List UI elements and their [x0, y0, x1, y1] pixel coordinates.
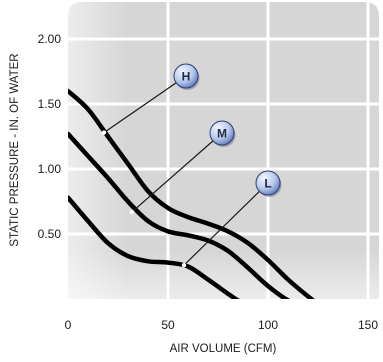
callout-badge-h	[173, 63, 199, 89]
y-tick-label: 0.50	[38, 227, 62, 241]
x-tick-label: 150	[358, 318, 378, 332]
x-axis-title: AIR VOLUME (CFM)	[170, 343, 277, 355]
callout-leader-h	[103, 75, 187, 134]
curve-l	[68, 195, 240, 299]
callout-badge-l	[255, 170, 281, 196]
plot-area	[68, 2, 379, 299]
callout-leader-m	[131, 132, 223, 213]
y-tick-label: 1.50	[38, 97, 62, 111]
callout-leader-l	[183, 182, 269, 266]
callout-badges: H M L	[173, 63, 282, 197]
x-axis-ticks: 0 50 100 150	[65, 318, 379, 332]
x-tick-label: 100	[258, 318, 278, 332]
callout-point-m	[129, 209, 135, 215]
curve-h	[68, 88, 315, 299]
callout-leaders	[101, 75, 269, 268]
gridlines	[68, 2, 379, 299]
callout-point-h	[101, 130, 107, 135]
curve-m	[68, 131, 291, 299]
callout-label-m: M	[217, 127, 227, 141]
y-axis-title: STATIC PRESSURE - IN. OF WATER	[9, 53, 21, 246]
callout-point-l	[181, 263, 187, 268]
y-tick-label: 1.00	[38, 162, 62, 176]
fan-curves	[68, 88, 315, 299]
x-tick-label: 50	[161, 318, 175, 332]
y-axis-ticks: 0.50 1.00 1.50 2.00	[38, 32, 62, 241]
callout-badge-m	[209, 120, 235, 146]
callout-label-l: L	[264, 177, 271, 191]
callout-label-h: H	[182, 70, 191, 84]
y-tick-label: 2.00	[38, 32, 62, 46]
x-tick-label: 0	[65, 318, 72, 332]
